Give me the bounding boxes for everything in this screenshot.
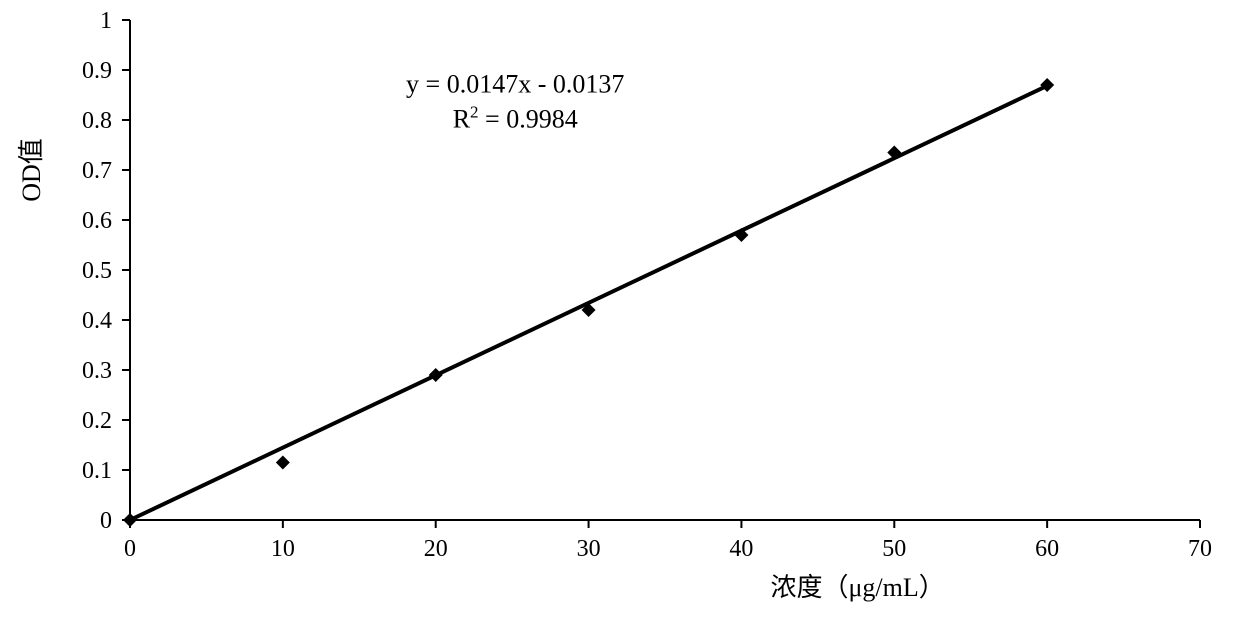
y-tick-label: 0.9 xyxy=(82,58,112,84)
y-tick-label: 0.5 xyxy=(82,258,112,284)
y-tick-label: 0.7 xyxy=(82,158,112,184)
x-tick-label: 20 xyxy=(424,536,448,562)
y-tick-label: 1 xyxy=(100,8,112,34)
y-tick-label: 0 xyxy=(100,508,112,534)
x-tick-label: 10 xyxy=(271,536,295,562)
chart-svg: 0 10 20 30 40 50 60 70 0 0.1 0.2 0.3 0.4 0.5 0.6 0.7 0.8… xyxy=(0,0,1240,627)
y-tick-label: 0.1 xyxy=(82,458,112,484)
y-tick-label: 0.8 xyxy=(82,108,112,134)
x-tick-label: 0 xyxy=(124,536,136,562)
y-tick-label: 0.3 xyxy=(82,358,112,384)
x-tick-label: 50 xyxy=(882,536,906,562)
y-tick-label: 0.4 xyxy=(82,308,112,334)
x-tick-label: 30 xyxy=(577,536,601,562)
x-axis-title: 浓度（μg/mL） xyxy=(770,573,944,602)
y-tick-label: 0.6 xyxy=(82,208,112,234)
x-tick-label: 70 xyxy=(1188,536,1212,562)
calibration-chart: 0 10 20 30 40 50 60 70 0 0.1 0.2 0.3 0.4 0.5 0.6 0.7 0.8… xyxy=(0,0,1240,627)
equation-line-1: y = 0.0147x - 0.0137 xyxy=(406,70,624,99)
x-tick-label: 40 xyxy=(729,536,753,562)
y-axis-title: OD值 xyxy=(17,138,46,202)
x-tick-label: 60 xyxy=(1035,536,1059,562)
y-tick-label: 0.2 xyxy=(82,408,112,434)
